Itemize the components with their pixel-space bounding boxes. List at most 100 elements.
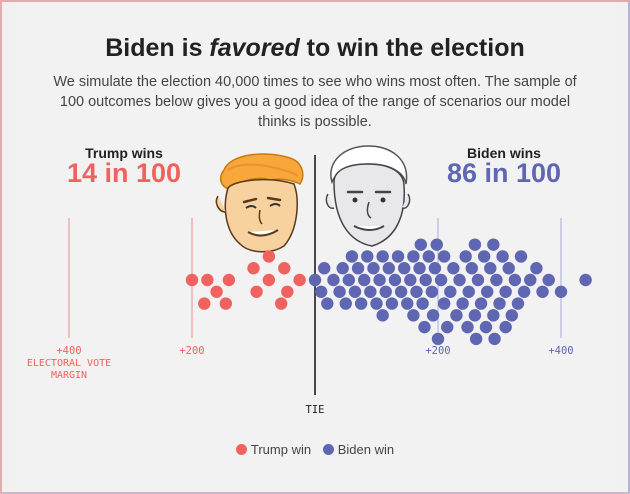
biden-outcome-dot-19 <box>376 250 389 263</box>
biden-outcome-dot-44 <box>434 273 448 287</box>
trump-face-illustration <box>215 153 304 253</box>
biden-outcome-dot-48 <box>444 285 457 298</box>
biden-outcome-dot-52 <box>456 297 469 310</box>
legend-dot-trump <box>235 444 247 455</box>
biden-outcome-dot-8 <box>342 273 356 287</box>
chart-title: Biden is favored to win the election <box>105 34 525 62</box>
biden-outcome-dot-23 <box>385 297 399 310</box>
biden-wins-count: 86 in 100 <box>446 158 562 188</box>
biden-outcome-dot-2 <box>318 262 331 275</box>
tie-label: TIE <box>306 404 325 416</box>
biden-outcome-dot-49 <box>447 262 460 275</box>
biden-outcome-dot-68 <box>488 332 501 346</box>
biden-outcome-dot-65 <box>484 262 497 275</box>
biden-outcome-dot-77 <box>511 297 525 310</box>
legend-item-trump: Trump win <box>235 442 312 457</box>
biden-outcome-dot-32 <box>410 285 423 298</box>
biden-outcome-dot-30 <box>407 250 420 263</box>
biden-outcome-dot-7 <box>339 297 352 310</box>
biden-outcome-dot-45 <box>437 297 451 310</box>
trump-outcome-dot-4 <box>262 273 276 287</box>
biden-outcome-dot-70 <box>493 297 506 310</box>
tick-label-4: +400 <box>548 345 573 357</box>
biden-outcome-dot-59 <box>469 332 483 346</box>
biden-outcome-dot-33 <box>413 262 426 275</box>
trump-outcome-dot-7 <box>247 262 260 275</box>
legend-label-trump: Trump win <box>250 442 312 457</box>
biden-outcome-dot-37 <box>419 273 432 287</box>
biden-outcome-dot-62 <box>477 250 491 263</box>
biden-outcome-dot-40 <box>426 309 440 322</box>
biden-outcome-dot-60 <box>471 273 485 287</box>
biden-outcome-dot-39 <box>425 285 439 298</box>
biden-outcome-dot-6 <box>336 262 349 275</box>
biden-outcome-dot-58 <box>468 238 482 251</box>
biden-outcome-dot-11 <box>351 262 365 275</box>
biden-outcome-dot-67 <box>487 238 500 251</box>
biden-outcome-dot-50 <box>450 309 463 322</box>
biden-outcome-dot-69 <box>490 273 503 287</box>
biden-outcome-dot-5 <box>333 285 346 298</box>
biden-outcome-dot-55 <box>462 285 475 298</box>
trump-outcome-dot-10 <box>210 285 223 298</box>
biden-outcome-dot-42 <box>430 238 443 251</box>
trump-outcome-dot-0 <box>293 273 306 287</box>
axis-title-line1: ELECTORAL VOTE <box>27 358 111 369</box>
biden-outcome-dot-4 <box>327 273 340 287</box>
biden-outcome-dot-79 <box>517 285 531 298</box>
biden-outcome-dot-3 <box>321 297 334 310</box>
axis-title-line2: MARGIN <box>51 370 87 381</box>
biden-outcome-dot-46 <box>437 250 451 263</box>
biden-outcome-dot-57 <box>468 309 482 322</box>
biden-outcome-dot-13 <box>358 273 371 287</box>
biden-outcome-dot-56 <box>465 262 479 275</box>
trump-outcome-dot-1 <box>281 285 294 298</box>
biden-outcome-dot-24 <box>388 273 402 287</box>
biden-outcome-dot-82 <box>536 285 549 298</box>
biden-outcome-dot-51 <box>453 273 466 287</box>
biden-outcome-dot-29 <box>404 273 417 287</box>
biden-outcome-dot-9 <box>345 250 359 263</box>
biden-outcome-dot-63 <box>479 320 493 334</box>
biden-outcome-dot-64 <box>481 285 494 298</box>
biden-outcome-dot-54 <box>461 320 474 334</box>
trump-outcome-dot-2 <box>278 262 291 275</box>
biden-outcome-dot-28 <box>401 297 414 310</box>
biden-outcome-dot-74 <box>502 262 515 275</box>
trump-outcome-dot-6 <box>250 285 263 298</box>
biden-outcome-dot-1 <box>314 285 328 298</box>
biden-outcome-dot-71 <box>496 250 509 263</box>
biden-outcome-dot-21 <box>379 285 392 298</box>
biden-outcome-dot-78 <box>514 250 528 263</box>
tick-label-1: +200 <box>179 345 204 357</box>
biden-outcome-dot-14 <box>361 250 374 263</box>
biden-outcome-dot-41 <box>428 262 442 275</box>
biden-outcome-dot-72 <box>499 285 512 298</box>
biden-outcome-dot-66 <box>487 309 500 322</box>
biden-outcome-dot-75 <box>505 309 518 322</box>
biden-outcome-dot-25 <box>391 250 405 263</box>
chart-legend: Trump win Biden win <box>0 442 630 457</box>
trump-wins-count: 14 in 100 <box>66 158 182 188</box>
biden-outcome-dot-76 <box>508 273 522 287</box>
biden-outcome-dot-84 <box>554 285 568 298</box>
biden-outcome-dot-26 <box>394 285 408 298</box>
tick-label-0: +400 <box>56 345 81 357</box>
trump-outcome-dot-5 <box>262 250 276 263</box>
biden-outcome-dot-31 <box>407 309 420 322</box>
biden-outcome-dot-12 <box>354 297 368 310</box>
biden-face-illustration <box>325 145 411 247</box>
trump-outcome-dot-8 <box>222 273 236 287</box>
biden-outcome-dot-10 <box>348 285 362 298</box>
biden-outcome-dot-83 <box>542 273 555 287</box>
biden-outcome-dot-16 <box>367 262 380 275</box>
biden-outcome-dot-36 <box>418 320 431 334</box>
legend-label-biden: Biden win <box>337 442 395 457</box>
biden-outcome-dot-47 <box>441 320 454 334</box>
biden-outcome-dot-73 <box>499 320 512 334</box>
legend-dot-biden <box>322 444 334 455</box>
biden-outcome-dot-20 <box>376 309 389 322</box>
biden-outcome-dot-38 <box>422 250 435 263</box>
legend-item-biden: Biden win <box>322 442 395 457</box>
